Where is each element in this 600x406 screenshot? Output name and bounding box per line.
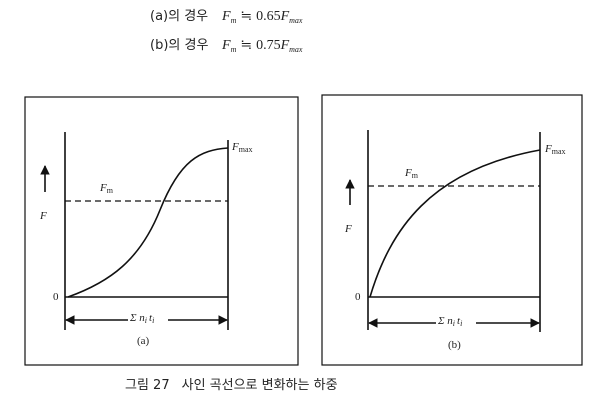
y-axis-label: F [344,223,352,235]
x-axis-label: Σ ni ti [129,312,154,325]
fm-label: Fm [99,182,114,195]
panel-label: (a) [137,335,150,347]
panel: Fmax Fm F 0 Σ ni ti (a) [24,96,299,366]
equation: Fm ≒ 0.65Fmax [221,9,303,25]
fm-label: Fm [404,167,419,180]
case: (b)의 경우 [150,38,208,53]
y-axis-label: F [39,210,47,222]
origin-label: 0 [355,291,361,303]
caption: 그림 27 사인 곡선으로 변화하는 하중 [125,378,338,393]
panel: Fmax Fm F 0 Σ ni ti (b) [321,94,583,366]
formula: (b)의 경우 Fm ≒ 0.75Fmax [150,38,303,54]
fmax-label: Fmax [544,143,566,156]
origin-label: 0 [53,291,59,303]
x-axis-label: Σ ni ti [437,315,462,328]
equation: Fm ≒ 0.75Fmax [221,38,303,54]
formula: (a)의 경우 Fm ≒ 0.65Fmax [150,9,303,25]
case: (a)의 경우 [150,9,208,24]
panel-label: (b) [448,339,461,351]
fmax-label: Fmax [231,141,253,154]
